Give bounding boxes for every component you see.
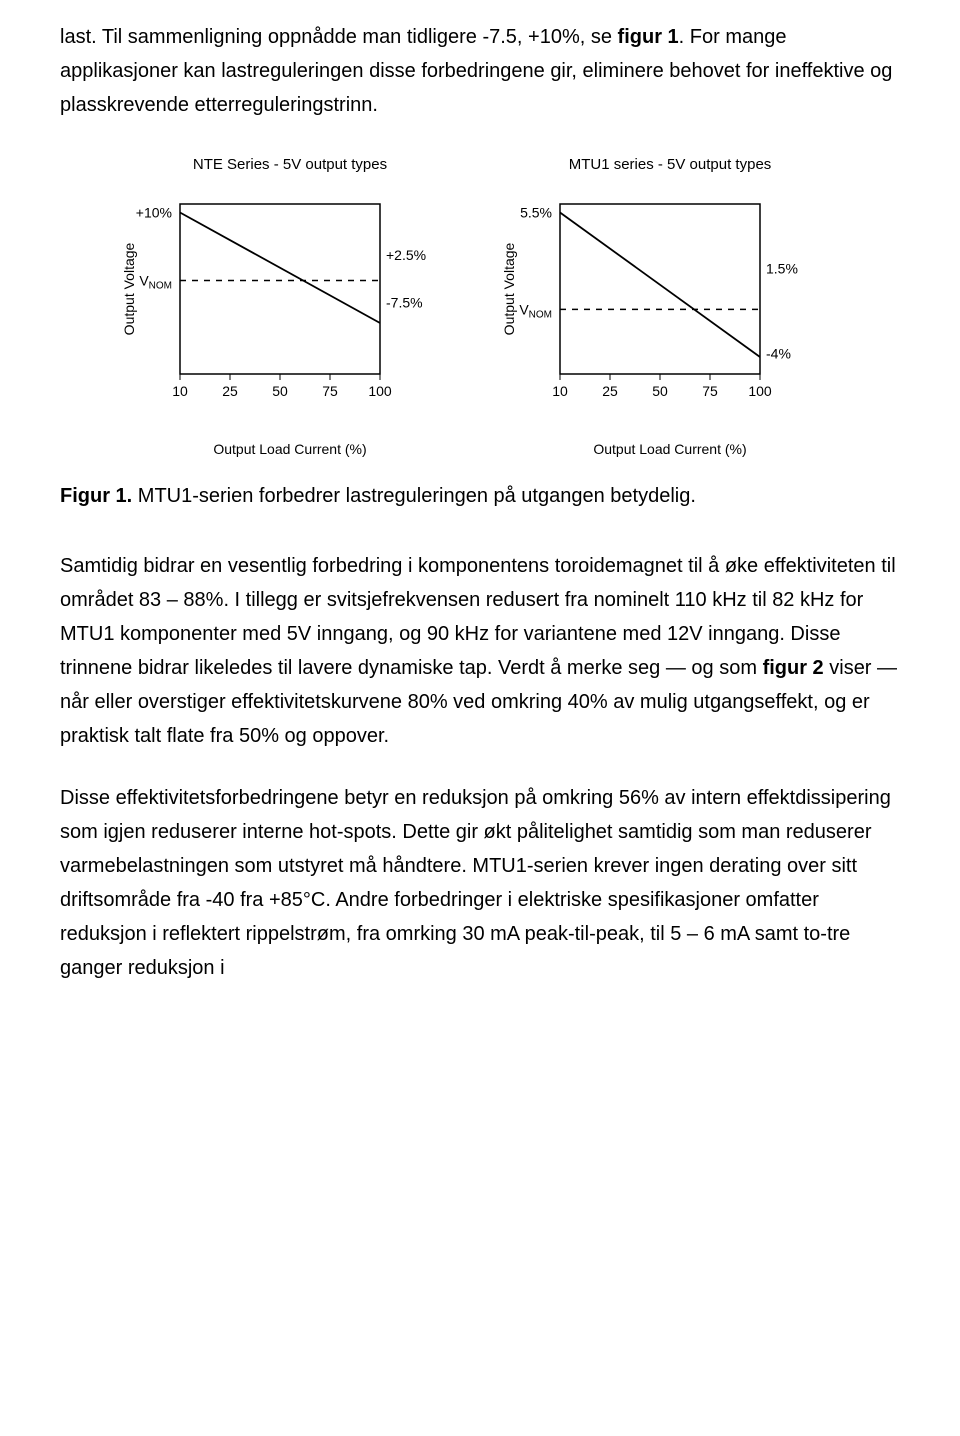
svg-text:75: 75 — [322, 383, 338, 399]
svg-text:5.5%: 5.5% — [520, 204, 552, 220]
figure1-ref: figur 1 — [618, 26, 679, 48]
paragraph-1-pre: last. Til sammenligning oppnådde man tid… — [60, 26, 618, 48]
paragraph-1: last. Til sammenligning oppnådde man tid… — [60, 20, 900, 122]
figure2-ref: figur 2 — [763, 657, 824, 679]
svg-text:75: 75 — [702, 383, 718, 399]
svg-text:25: 25 — [602, 383, 618, 399]
svg-text:-7.5%: -7.5% — [386, 294, 423, 310]
chart-nte: NTE Series - 5V output types 10 25 50 75 100… — [120, 152, 460, 461]
figure-1-caption-rest: MTU1-serien forbedrer lastreguleringen p… — [132, 485, 696, 507]
chart-mtu1-svg: 10 25 50 75 100 Output Voltage 5.5% VNOM 1.5% -4% — [500, 184, 840, 434]
document-page: last. Til sammenligning oppnådde man tid… — [0, 0, 960, 1053]
svg-text:25: 25 — [222, 383, 238, 399]
svg-text:10: 10 — [552, 383, 568, 399]
svg-text:50: 50 — [272, 383, 288, 399]
chart-mtu1-xlabel: Output Load Current (%) — [593, 438, 746, 462]
svg-text:10: 10 — [172, 383, 188, 399]
svg-text:50: 50 — [652, 383, 668, 399]
chart-nte-svg: 10 25 50 75 100 Output Voltage +10% VNOM +2.5% -7… — [120, 184, 460, 434]
svg-text:1.5%: 1.5% — [766, 260, 798, 276]
svg-text:Output Voltage: Output Voltage — [121, 242, 137, 335]
chart-nte-xlabel: Output Load Current (%) — [213, 438, 366, 462]
paragraph-2: Samtidig bidrar en vesentlig forbedring … — [60, 549, 900, 753]
svg-text:-4%: -4% — [766, 345, 791, 361]
svg-text:Output Voltage: Output Voltage — [501, 242, 517, 335]
svg-text:VNOM: VNOM — [139, 272, 172, 291]
figure-1-caption: Figur 1. MTU1-serien forbedrer lastregul… — [60, 479, 900, 513]
chart-nte-title: NTE Series - 5V output types — [193, 152, 387, 178]
svg-text:+2.5%: +2.5% — [386, 247, 426, 263]
svg-text:100: 100 — [748, 383, 772, 399]
svg-text:+10%: +10% — [136, 204, 172, 220]
paragraph-3: Disse effektivitetsforbedringene betyr e… — [60, 781, 900, 985]
svg-text:100: 100 — [368, 383, 392, 399]
figure-1-row: NTE Series - 5V output types 10 25 50 75 100… — [60, 152, 900, 461]
figure-1-caption-bold: Figur 1. — [60, 485, 132, 507]
chart-mtu1-title: MTU1 series - 5V output types — [569, 152, 772, 178]
chart-mtu1: MTU1 series - 5V output types 1025507510… — [500, 152, 840, 461]
svg-text:VNOM: VNOM — [519, 301, 552, 320]
